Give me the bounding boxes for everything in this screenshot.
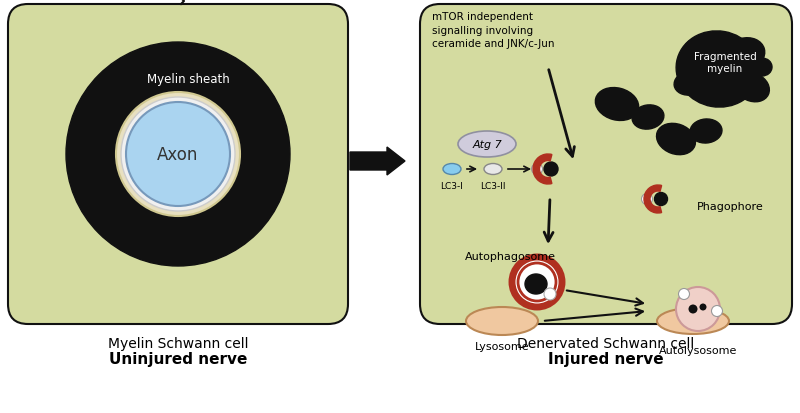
Circle shape <box>678 289 690 300</box>
Text: Denervated Schwann cell: Denervated Schwann cell <box>518 336 694 350</box>
Text: Injured nerve: Injured nerve <box>548 351 664 366</box>
Ellipse shape <box>458 132 516 158</box>
Ellipse shape <box>654 193 667 206</box>
Ellipse shape <box>734 73 770 102</box>
Circle shape <box>66 43 290 266</box>
Ellipse shape <box>657 308 729 334</box>
Text: LC3-I: LC3-I <box>441 182 463 190</box>
Ellipse shape <box>544 163 558 177</box>
Circle shape <box>711 306 722 317</box>
Circle shape <box>518 263 556 301</box>
Ellipse shape <box>525 274 547 294</box>
Circle shape <box>676 287 720 331</box>
Circle shape <box>116 93 240 216</box>
Ellipse shape <box>676 32 760 108</box>
Wedge shape <box>644 185 662 214</box>
Circle shape <box>121 98 235 211</box>
Text: Axon: Axon <box>158 146 198 164</box>
Ellipse shape <box>595 88 638 121</box>
Text: Fragmented
myelin: Fragmented myelin <box>694 52 756 74</box>
Wedge shape <box>533 154 552 185</box>
Text: Myelin sheath: Myelin sheath <box>146 74 230 86</box>
Circle shape <box>699 304 706 311</box>
Ellipse shape <box>657 124 695 155</box>
Ellipse shape <box>684 39 716 65</box>
Text: LC3-II: LC3-II <box>480 182 506 190</box>
Circle shape <box>544 288 556 300</box>
Circle shape <box>642 194 653 205</box>
FancyBboxPatch shape <box>8 5 348 324</box>
Circle shape <box>531 164 542 175</box>
FancyArrow shape <box>350 147 405 176</box>
Circle shape <box>126 103 230 206</box>
Ellipse shape <box>726 38 765 71</box>
Circle shape <box>512 257 562 307</box>
Circle shape <box>689 305 698 314</box>
Ellipse shape <box>674 72 706 96</box>
Ellipse shape <box>443 164 461 175</box>
Ellipse shape <box>632 106 664 130</box>
Ellipse shape <box>466 307 538 335</box>
Ellipse shape <box>690 120 722 144</box>
Text: Atg 7: Atg 7 <box>472 140 502 150</box>
Text: Phagophore: Phagophore <box>697 202 764 211</box>
Text: mTOR independent
signalling involving
ceramide and JNK/c-Jun: mTOR independent signalling involving ce… <box>432 12 554 49</box>
Text: Autolysosome: Autolysosome <box>659 345 737 355</box>
Ellipse shape <box>752 59 772 77</box>
FancyBboxPatch shape <box>420 5 792 324</box>
Text: Autophagosome: Autophagosome <box>465 252 556 261</box>
Text: Myelin Schwann cell: Myelin Schwann cell <box>108 336 248 350</box>
Text: Lysosome: Lysosome <box>474 341 530 351</box>
Text: Uninjured nerve: Uninjured nerve <box>109 351 247 366</box>
Ellipse shape <box>484 164 502 175</box>
